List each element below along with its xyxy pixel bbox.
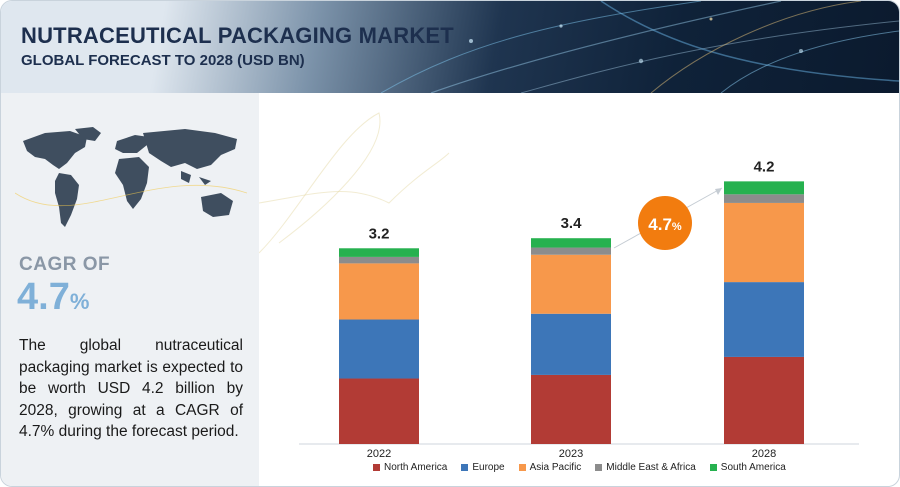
world-map-icon	[15, 127, 247, 227]
cagr-label: CAGR OF	[19, 254, 111, 275]
bar-segment-south-america-2023	[531, 238, 611, 248]
x-tick-label-2028: 2028	[752, 448, 776, 460]
bar-segment-south-america-2022	[339, 248, 419, 257]
legend-swatch	[461, 464, 469, 471]
legend-swatch	[373, 464, 380, 471]
cagr-badge-text: 4.7%	[648, 215, 682, 234]
bar-segment-europe-2022	[339, 319, 419, 379]
chart-legend: North America Europe Asia Pacific Middle Ea…	[373, 462, 786, 473]
bar-segment-middle-east-africa-2022	[339, 256, 419, 264]
legend-label: North America	[384, 462, 448, 473]
labels-group: 3.2 2022 3.4 2023 4.2 2028	[367, 158, 776, 460]
legend-label: South America	[720, 462, 786, 473]
legend-label: Middle East & Africa	[606, 462, 696, 473]
legend-swatch	[518, 464, 526, 471]
bar-segment-north-america-2023	[531, 374, 611, 444]
legend-item-middle-east-africa: Middle East & Africa	[595, 462, 696, 473]
page-title: NUTRACEUTICAL PACKAGING MARKET	[21, 23, 454, 48]
cagr-badge	[638, 196, 692, 250]
legend-item-europe: Europe	[461, 462, 505, 473]
legend-swatch	[595, 464, 603, 471]
decorative-swoosh-2	[259, 152, 450, 204]
bar-segment-middle-east-africa-2023	[531, 247, 611, 255]
summary-panel: CAGR OF 4.7% The global nutraceutical pa…	[1, 93, 259, 486]
legend-label: Asia Pacific	[529, 462, 582, 473]
bar-segment-asia-pacific-2022	[339, 263, 419, 320]
x-tick-label-2022: 2022	[367, 448, 391, 460]
cagr-badge-unit: %	[672, 221, 682, 233]
stacked-bar-chart: 3.2 2022 3.4 2023 4.2 2028 4.7%	[259, 112, 859, 460]
bar-segment-north-america-2022	[339, 378, 419, 444]
banner-decoration	[380, 1, 899, 93]
growth-arrow-head	[715, 188, 722, 195]
total-label-2022: 3.2	[369, 225, 390, 242]
market-summary-text: The global nutraceutical packaging marke…	[19, 337, 243, 440]
cagr-number: 4.7	[17, 276, 70, 318]
legend-item-south-america: South America	[709, 462, 786, 473]
bar-segment-europe-2028	[724, 282, 804, 357]
total-label-2028: 4.2	[754, 158, 775, 175]
legend-item-asia-pacific: Asia Pacific	[518, 462, 582, 473]
bar-segment-middle-east-africa-2028	[724, 194, 804, 203]
legend-item-north-america: North America	[373, 462, 447, 473]
legend-swatch	[709, 464, 717, 471]
decorative-swoosh	[259, 112, 381, 254]
bar-segment-north-america-2028	[724, 356, 804, 444]
bars-group	[339, 181, 804, 444]
cagr-unit: %	[69, 289, 90, 314]
bar-segment-asia-pacific-2028	[724, 202, 804, 283]
total-label-2023: 3.4	[561, 215, 583, 232]
bar-segment-europe-2023	[531, 313, 611, 375]
page-subtitle: GLOBAL FORECAST TO 2028 (USD BN)	[21, 52, 305, 69]
legend-label: Europe	[472, 462, 505, 473]
bar-segment-asia-pacific-2023	[531, 254, 611, 314]
header-banner: NUTRACEUTICAL PACKAGING MARKET GLOBAL FO…	[1, 1, 899, 93]
x-tick-label-2023: 2023	[559, 448, 583, 460]
cagr-badge-value: 4.7	[648, 215, 672, 234]
cagr-value: 4.7%	[17, 276, 89, 319]
bar-segment-south-america-2028	[724, 181, 804, 195]
